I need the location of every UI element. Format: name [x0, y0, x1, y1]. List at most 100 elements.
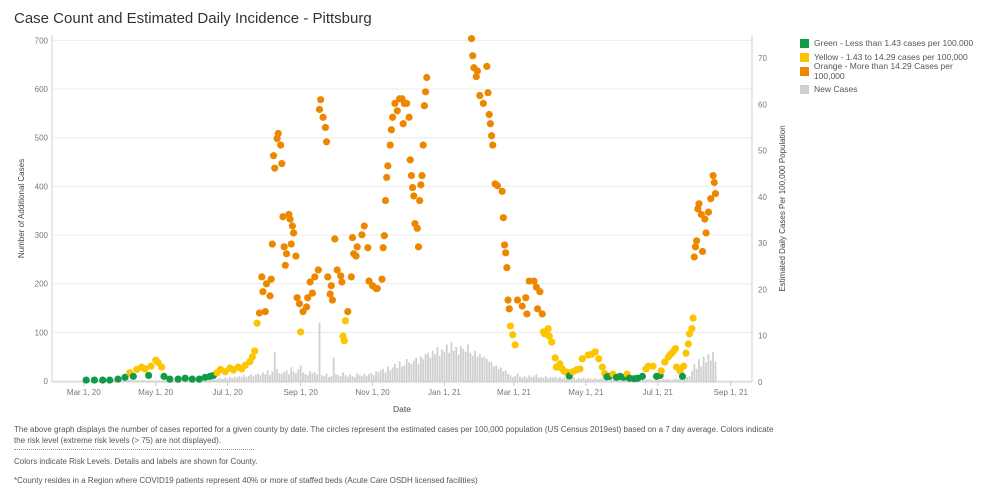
incidence-point-orange [391, 99, 399, 107]
incidence-point-orange [407, 171, 416, 180]
incidence-point-orange [503, 264, 511, 272]
incidence-point-green [82, 376, 90, 384]
new-cases-bar [540, 377, 542, 382]
new-cases-bar [511, 377, 514, 382]
new-cases-bar [424, 354, 427, 382]
y-left-axis-title: Number of Additional Cases [17, 159, 26, 258]
incidence-point-orange [487, 132, 496, 140]
incidence-point-orange [387, 126, 395, 134]
incidence-point-orange [259, 288, 267, 296]
new-cases-bar [365, 375, 368, 382]
legend-item-yellow[interactable]: Yellow - 1.43 to 14.29 cases per 100,000 [800, 50, 984, 64]
new-cases-bar [181, 380, 184, 382]
new-cases-bar [412, 360, 415, 382]
new-cases-bar [537, 377, 540, 382]
new-cases-bar [408, 362, 410, 382]
new-cases-bar [594, 378, 597, 382]
incidence-point-yellow [576, 365, 584, 373]
new-cases-bar [653, 380, 656, 382]
yellow-swatch [800, 52, 809, 62]
y-left-tick-label: 400 [35, 182, 49, 191]
incidence-point-orange [698, 247, 707, 256]
new-cases-bar [516, 373, 519, 382]
incidence-point-orange [498, 187, 506, 195]
y-left-tick-label: 700 [35, 36, 49, 45]
incidence-point-yellow [545, 332, 553, 340]
incidence-point-orange [333, 266, 341, 274]
x-tick-label: Sep 1, 20 [284, 388, 319, 397]
incidence-point-orange [286, 215, 294, 223]
new-cases-bar [172, 380, 175, 382]
new-cases-bar [617, 378, 620, 382]
y-right-tick-label: 50 [758, 147, 767, 156]
new-cases-bar [280, 373, 283, 382]
new-cases-bar [528, 375, 531, 382]
new-cases-bar [283, 372, 286, 382]
new-cases-bar [394, 363, 396, 382]
incidence-point-orange [413, 224, 421, 232]
orange-swatch [800, 66, 809, 76]
new-cases-bar [158, 380, 161, 382]
y-right-axis-title: Estimated Daily Cases Per 100,000 Popula… [778, 125, 787, 291]
incidence-point-orange [326, 290, 334, 298]
new-cases-bar [205, 379, 208, 382]
incidence-point-yellow [147, 362, 155, 370]
new-cases-bar [382, 368, 385, 382]
new-cases-bar [346, 376, 349, 382]
incidence-point-green [106, 376, 114, 384]
new-cases-bar [344, 375, 347, 382]
incidence-point-orange [418, 171, 426, 180]
legend-item-green[interactable]: Green - Less than 1.43 cases per 100,000 [800, 36, 984, 50]
legend-item-orange[interactable]: Orange - More than 14.29 Cases per 100,0… [800, 61, 984, 81]
new-cases-bar [547, 378, 550, 382]
new-cases-bar [306, 375, 309, 382]
new-cases-bar [669, 380, 672, 382]
new-cases-bar [398, 361, 401, 382]
incidence-point-orange [306, 278, 314, 286]
incidence-point-orange [308, 289, 317, 297]
new-cases-bar [132, 380, 135, 382]
incidence-point-orange [409, 184, 417, 192]
x-tick-label: Mar 1, 20 [67, 388, 101, 397]
new-cases-bar [431, 350, 434, 382]
y-right-tick-label: 60 [758, 100, 767, 109]
incidence-point-green [195, 375, 203, 383]
new-cases-bar [335, 374, 337, 382]
new-cases-bar [495, 365, 498, 382]
new-cases-bar [417, 363, 420, 382]
new-cases-bar [238, 376, 241, 382]
y-left-tick-label: 500 [35, 134, 49, 143]
incidence-point-orange [479, 99, 487, 107]
new-cases-bar [186, 380, 189, 382]
x-tick-label: Nov 1, 20 [355, 388, 390, 397]
new-cases-bar [434, 354, 436, 382]
new-cases-bar [457, 354, 460, 382]
incidence-point-orange [691, 243, 700, 251]
new-cases-bar [481, 357, 484, 382]
incidence-point-yellow [661, 358, 669, 366]
new-cases-bar [533, 376, 535, 382]
new-cases-bar [662, 378, 665, 382]
new-cases-bar [643, 380, 646, 382]
incidence-point-green [121, 373, 129, 381]
new-cases-bar [247, 375, 250, 382]
incidence-point-orange [287, 240, 295, 248]
new-cases-bar [714, 361, 717, 382]
incidence-point-orange [693, 237, 701, 245]
new-cases-bar [648, 379, 651, 382]
incidence-point-orange [321, 123, 330, 132]
colors-note: Colors indicate Risk Levels. Details and… [14, 457, 258, 466]
new-cases-bar [476, 356, 479, 382]
new-cases-bar [526, 378, 528, 382]
new-cases-bar [370, 373, 373, 382]
incidence-point-orange [271, 164, 279, 172]
new-cases-bar [502, 371, 505, 382]
incidence-point-orange [522, 294, 530, 302]
incidence-point-orange [702, 229, 710, 237]
legend-item-new-cases[interactable]: New Cases [800, 82, 984, 96]
incidence-point-orange [500, 241, 509, 249]
incidence-point-orange [530, 277, 538, 285]
new-cases-bar [236, 377, 238, 382]
incidence-point-yellow [341, 317, 350, 325]
new-cases-bar [212, 378, 215, 382]
